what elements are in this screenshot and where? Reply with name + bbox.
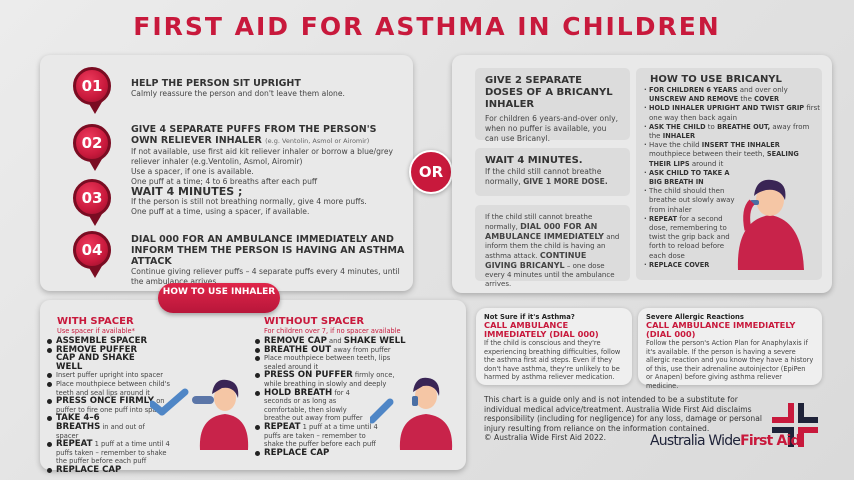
list-item: HOLD INHALER UPRIGHT AND TWIST GRIP firs…	[644, 104, 822, 122]
step-01-pin: 01	[73, 67, 111, 114]
list-item: TAKE 4–6 BREATHS in and out of spacer	[46, 414, 146, 440]
or-badge: OR	[409, 150, 453, 194]
step-text: Use a spacer, if one is available.	[131, 167, 254, 176]
section-title: WITHOUT SPACER	[264, 316, 365, 327]
step-03: WAIT 4 MINUTES ; If the person is still …	[131, 186, 406, 217]
box-text: If the child still cannot breathe normal…	[485, 213, 620, 288]
step-title: HELP THE PERSON SIT UPRIGHT	[131, 78, 301, 89]
severe-allergic-box: Severe Allergic Reactions CALL AMBULANCE…	[638, 308, 822, 390]
list-item: PRESS ON PUFFER firmly once, while breat…	[254, 371, 414, 388]
with-spacer-section: WITH SPACER Use spacer if available* ASS…	[46, 316, 186, 475]
list-item: Have the child INSERT THE INHALER mouthp…	[644, 141, 822, 169]
child-bricanyl-illustration	[737, 179, 804, 270]
alert-call: CALL AMBULANCE IMMEDIATELY (DIAL 000)	[646, 320, 796, 339]
without-spacer-section: WITHOUT SPACER For children over 7, if n…	[254, 316, 414, 457]
list-item: ASK THE CHILD to BREATHE OUT, away from …	[644, 123, 822, 141]
list-item: FOR CHILDREN 6 YEARS and over onlyUNSCRE…	[644, 86, 822, 104]
section-subtitle: Use spacer if available*	[57, 327, 135, 335]
step-title: GIVE 4 SEPARATE PUFFS FROM THE PERSON'S …	[131, 124, 377, 146]
list-item: HOLD BREATH for 4 seconds or as long as …	[254, 388, 369, 423]
box-title: HOW TO USE BRICANYL	[650, 74, 782, 85]
list-item: Place mouthpiece between child's teeth a…	[46, 380, 171, 397]
list-item: REMOVE CAP and SHAKE WELL	[254, 337, 414, 346]
step-title: WAIT 4 MINUTES ;	[131, 185, 243, 198]
brand-logo: Australia WideFirst Aid	[650, 433, 801, 449]
logo-text-accent: First Aid	[740, 433, 800, 449]
step-text: If not available, use first aid kit reli…	[131, 147, 394, 166]
disclaimer: This chart is a guide only and is not in…	[484, 395, 774, 443]
list-item: Insert puffer upright into spacer	[46, 371, 186, 380]
list-item: The child should then breathe out slowly…	[644, 187, 736, 215]
bricanyl-box-3: If the child still cannot breathe normal…	[475, 205, 630, 288]
child-puffer-illustration	[370, 377, 453, 450]
list-item: ASK CHILD TO TAKE A BIG BREATH IN	[644, 169, 736, 187]
list-item: Place mouthpiece between teeth, lips sea…	[254, 354, 414, 371]
list-item: REMOVE PUFFER CAP AND SHAKE WELL	[46, 345, 156, 372]
step-01: HELP THE PERSON SIT UPRIGHT Calmly reass…	[131, 78, 406, 99]
box-text: If the child still cannot breathe normal…	[485, 167, 608, 186]
alert-text: Follow the person's Action Plan for Anap…	[646, 339, 814, 390]
box-text: For children 6 years-and-over only, when…	[485, 114, 619, 143]
box-title: GIVE 2 SEPARATE DOSES OF A BRICANYL INHA…	[485, 75, 613, 110]
child-spacer-illustration	[150, 379, 249, 450]
without-spacer-steps: REMOVE CAP and SHAKE WELL BREATHE OUT aw…	[254, 337, 414, 457]
section-subtitle: For children over 7, if no spacer availa…	[264, 327, 401, 335]
how-to-use-inhaler-button[interactable]: HOW TO USE INHALER	[158, 283, 280, 313]
list-item: REPLACE CAP	[254, 448, 414, 458]
copyright: © Australia Wide First Aid 2022.	[484, 433, 607, 443]
alert-text: If the child is conscious and they're ex…	[484, 339, 621, 381]
step-02-pin: 02	[73, 124, 111, 171]
step-04: DIAL 000 FOR AN AMBULANCE IMMEDIATELY AN…	[131, 234, 406, 287]
step-text: One puff at a time; 4 to 6 breaths after…	[131, 177, 318, 186]
step-04-pin: 04	[73, 231, 111, 278]
list-item: ASSEMBLE SPACER	[46, 337, 186, 346]
list-item: REPLACE CAP	[46, 466, 186, 475]
section-title: WITH SPACER	[57, 316, 134, 327]
page-title: FIRST AID FOR ASTHMA IN CHILDREN	[133, 12, 721, 41]
bricanyl-box-1: GIVE 2 SEPARATE DOSES OF A BRICANYL INHA…	[475, 68, 630, 143]
disclaimer-text: This chart is a guide only and is not in…	[484, 395, 762, 433]
list-item: PRESS ONCE FIRMLY on puffer to fire one …	[46, 397, 186, 414]
logo-cross-icon	[772, 403, 818, 447]
alert-title: Severe Allergic Reactions	[646, 313, 744, 321]
not-sure-asthma-box: Not Sure if it's Asthma? CALL AMBULANCE …	[476, 308, 632, 385]
step-text: Continue giving reliever puffs – 4 separ…	[131, 267, 400, 286]
alert-call: CALL AMBULANCE IMMEDIATELY (DIAL 000)	[484, 320, 599, 339]
step-title: DIAL 000 FOR AN AMBULANCE IMMEDIATELY AN…	[131, 234, 405, 267]
alert-title: Not Sure if it's Asthma?	[484, 313, 575, 321]
with-spacer-steps: ASSEMBLE SPACER REMOVE PUFFER CAP AND SH…	[46, 337, 186, 475]
list-item: REPEAT for a second dose, remembering to…	[644, 215, 736, 261]
list-item: REPEAT 1 puff at a time until 4 puffs ta…	[46, 440, 171, 466]
logo-text: Australia Wide	[650, 433, 741, 449]
step-text: Calmly reassure the person and don't lea…	[131, 89, 345, 98]
step-text: One puff at a time, using a spacer, if a…	[131, 207, 310, 216]
bricanyl-box-2: WAIT 4 MINUTES. If the child still canno…	[475, 148, 630, 196]
step-text: If the person is still not breathing nor…	[131, 197, 367, 206]
bricanyl-steps-2: ASK CHILD TO TAKE A BIG BREATH IN The ch…	[644, 169, 736, 270]
step-03-pin: 03	[73, 179, 111, 226]
step-02: GIVE 4 SEPARATE PUFFS FROM THE PERSON'S …	[131, 124, 406, 187]
list-item: REPLACE COVER	[644, 261, 736, 270]
list-item: BREATHE OUT away from puffer	[254, 345, 414, 355]
bricanyl-steps: FOR CHILDREN 6 YEARS and over onlyUNSCRE…	[644, 86, 822, 169]
box-title: WAIT 4 MINUTES.	[485, 155, 583, 166]
list-item: REPEAT 1 puff at a time until 4 puffs ar…	[254, 423, 384, 449]
